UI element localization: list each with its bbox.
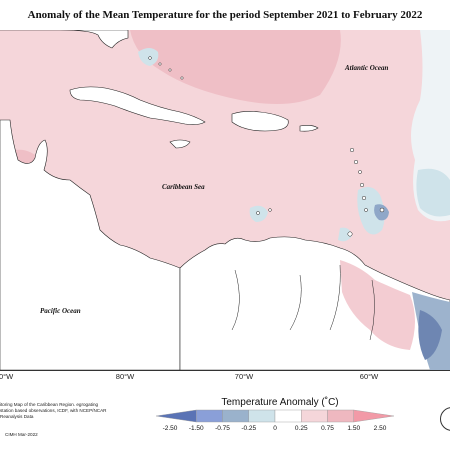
- cool-anomaly-trinidad: [338, 227, 352, 242]
- map-title: Anomaly of the Mean Temperature for the …: [27, 9, 423, 21]
- legend-label-2: -0.75: [215, 425, 230, 432]
- legend-swatch-2: [222, 409, 249, 423]
- legend-label-3: -0.25: [241, 425, 257, 432]
- legend-swatch-0: [155, 409, 197, 423]
- temperature-anomaly-map: [0, 30, 450, 370]
- legend-label-8: 2.50: [373, 425, 387, 432]
- legend-swatch-7: [353, 409, 395, 423]
- warm-anomaly-atlantic: [130, 30, 341, 104]
- land-central-america: [0, 119, 181, 370]
- lesser-antilles-islands: [148, 56, 385, 237]
- legend-swatch-5: [301, 409, 328, 423]
- legend-label-6: 0.75: [321, 425, 334, 432]
- legend-colorbar: [155, 409, 395, 423]
- caribbean-sea-label: Caribbean Sea: [162, 183, 205, 191]
- legend-label-5: 0.25: [294, 425, 308, 432]
- legend-swatch-4: [274, 409, 302, 423]
- legend-swatch-3: [248, 409, 276, 423]
- land-jamaica: [169, 139, 191, 149]
- copyright-note: CIMH Mar-2022: [5, 432, 38, 437]
- organization-logo: [440, 407, 450, 431]
- cool-anomaly-suriname: [418, 310, 442, 360]
- data-source-note: itoring Map of the Caribbean Region. egr…: [0, 402, 107, 419]
- pacific-ocean-label: Pacific Ocean: [40, 307, 81, 315]
- legend-swatch-1: [196, 409, 223, 423]
- warm-anomaly-guianas: [340, 260, 415, 350]
- longitude-tick-90w: 90°W: [0, 372, 14, 381]
- legend-swatch-6: [327, 409, 354, 423]
- legend-label-7: 1.50: [347, 425, 361, 432]
- land-cuba: [69, 86, 206, 125]
- longitude-tick-70w: 70°W: [234, 372, 254, 381]
- land-hispaniola: [231, 111, 289, 132]
- legend-label-4: 0: [273, 425, 277, 432]
- legend-label-0: -2.50: [162, 425, 178, 432]
- legend-label-1: -1.50: [188, 425, 204, 432]
- longitude-tick-60w: 60°W: [359, 372, 379, 381]
- land-puerto-rico: [299, 125, 319, 132]
- land-florida: [0, 30, 129, 49]
- cool-anomaly-antilles: [416, 168, 450, 217]
- cooler-anomaly-martinique: [374, 204, 389, 221]
- atlantic-ocean-label: Atlantic Ocean: [345, 64, 389, 72]
- map-panel: Atlantic Ocean Caribbean Sea Pacific Oce…: [0, 30, 450, 371]
- country-borders: [231, 264, 375, 341]
- longitude-tick-80w: 80°W: [115, 372, 135, 381]
- cool-anomaly-bahamas: [138, 48, 159, 66]
- legend-title: Temperature Anomaly (˚C): [221, 397, 339, 408]
